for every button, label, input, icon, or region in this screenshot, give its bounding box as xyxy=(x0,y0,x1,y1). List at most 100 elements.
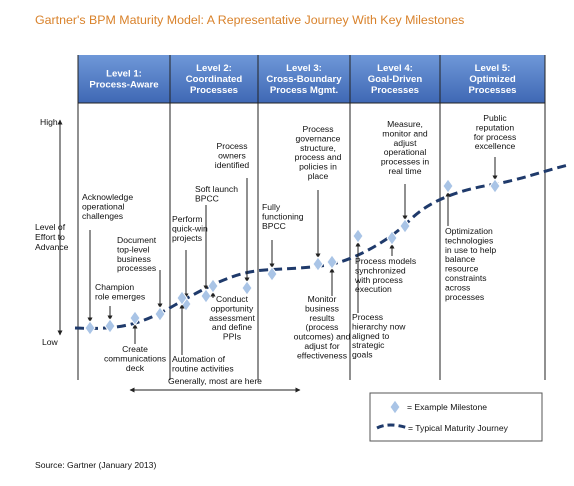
axis-label-line: Effort to xyxy=(35,232,65,242)
milestone-diamond xyxy=(176,290,188,306)
milestone-diamond xyxy=(326,254,338,270)
milestone-label: processes xyxy=(117,263,156,273)
milestone-label: Acknowledge xyxy=(82,192,133,202)
level-header: Coordinated xyxy=(186,74,243,85)
milestone-label: Conduct xyxy=(216,294,249,304)
level-header: Level 5: xyxy=(475,63,511,74)
milestone-label: with process xyxy=(354,275,403,285)
milestone-label: routine activities xyxy=(172,363,234,373)
level-header: Cross-Boundary xyxy=(266,74,342,85)
milestone-label: opportunity xyxy=(211,303,254,313)
milestone-label: goals xyxy=(352,350,373,360)
milestone-label: for process xyxy=(474,132,517,142)
milestone-label: execution xyxy=(355,284,392,294)
milestone-label: reputation xyxy=(476,122,514,132)
milestone-label: communications xyxy=(104,353,166,363)
level-header: Process-Aware xyxy=(89,80,158,91)
milestone-label: place xyxy=(308,171,329,181)
level-header: Level 1: xyxy=(106,69,142,80)
milestone-label: in use to help xyxy=(445,245,496,255)
milestone-label: and define xyxy=(212,322,252,332)
milestone-label: quick-win xyxy=(172,223,208,233)
milestone-label: business xyxy=(305,303,339,313)
milestone-diamond xyxy=(442,178,454,194)
level-header: Processes xyxy=(190,85,238,96)
milestone-label: hierarchy now xyxy=(352,321,406,331)
title: Gartner's BPM Maturity Model: A Represen… xyxy=(35,13,464,27)
milestone-label: governance xyxy=(296,133,341,143)
milestone-label: operational xyxy=(384,147,427,157)
milestone-label: Fully xyxy=(262,202,281,212)
milestone-label: Champion xyxy=(95,282,134,292)
level-header: Level 4: xyxy=(377,63,413,74)
milestone-label: Optimization xyxy=(445,226,493,236)
milestone-diamond xyxy=(154,306,166,322)
axis-label-line: Level of xyxy=(35,222,66,232)
milestone-label: outcomes) and xyxy=(294,332,351,342)
axis-label-line: Advance xyxy=(35,242,69,252)
milestone-label: Process models xyxy=(355,256,416,266)
maturity-curve xyxy=(74,163,569,330)
milestone-label: constraints xyxy=(445,273,487,283)
milestone-label: Soft launch xyxy=(195,184,238,194)
milestone-label: challenges xyxy=(82,211,123,221)
milestone-label: adjust xyxy=(394,138,418,148)
source: Source: Gartner (January 2013) xyxy=(35,460,156,470)
axis-high: High xyxy=(40,117,58,127)
milestone-label: functioning xyxy=(262,211,304,221)
milestone-label: balance xyxy=(445,254,475,264)
axis-low: Low xyxy=(42,337,59,347)
milestone-label: identified xyxy=(215,160,250,170)
level-header: Level 2: xyxy=(196,63,232,74)
milestone-label: Process xyxy=(302,124,333,134)
milestone-label: operational xyxy=(82,201,125,211)
milestone-label: resource xyxy=(445,264,479,274)
milestone-label: processes in xyxy=(381,157,429,167)
milestone-diamond xyxy=(489,178,501,194)
milestone-label: assessment xyxy=(209,313,255,323)
milestone-diamond xyxy=(352,228,364,244)
milestone-diamond xyxy=(129,310,141,326)
range-note: Generally, most are here xyxy=(168,376,262,386)
milestone-label: adjust for xyxy=(304,341,339,351)
milestone-label: Automation of xyxy=(172,354,226,364)
milestone-label: results xyxy=(309,313,334,323)
milestone-diamond xyxy=(386,230,398,246)
milestone-label: Process xyxy=(352,312,383,322)
milestone-label: strategic xyxy=(352,340,385,350)
milestone-diamond xyxy=(207,278,219,294)
legend-diamond xyxy=(389,399,401,415)
legend-milestone: = Example Milestone xyxy=(407,402,487,412)
milestone-label: effectiveness xyxy=(297,350,347,360)
milestones: AcknowledgeoperationalchallengesChampion… xyxy=(82,113,516,373)
milestone-label: role emerges xyxy=(95,291,145,301)
milestone-diamond xyxy=(266,266,278,282)
milestone-diamond xyxy=(200,288,212,304)
level-header: Process Mgmt. xyxy=(270,85,338,96)
milestone-label: aligned to xyxy=(352,331,389,341)
milestone-label: policies in xyxy=(299,162,337,172)
level-header: Processes xyxy=(371,85,419,96)
milestone-label: technologies xyxy=(445,235,493,245)
milestone-label: Measure, xyxy=(387,119,423,129)
milestone-label: BPCC xyxy=(262,221,286,231)
milestone-label: Process xyxy=(216,141,247,151)
milestone-label: deck xyxy=(126,363,145,373)
milestone-label: Public xyxy=(483,113,507,123)
legend-box xyxy=(369,392,543,442)
level-header: Optimized xyxy=(469,74,516,85)
milestone-label: across xyxy=(445,282,470,292)
milestone-label: owners xyxy=(218,150,246,160)
milestone-label: synchronized xyxy=(355,265,406,275)
header-band xyxy=(78,55,545,103)
milestone-label: processes xyxy=(445,292,484,302)
milestone-label: monitor and xyxy=(382,128,428,138)
milestone-label: real time xyxy=(389,166,422,176)
columns: Level 1:Process-Aware Level 2:Coordinated… xyxy=(77,55,546,380)
milestone-label: Document xyxy=(117,235,157,245)
milestone-label: excellence xyxy=(475,141,516,151)
milestone-label: Create xyxy=(122,344,148,354)
level-header: Goal-Driven xyxy=(368,74,423,85)
